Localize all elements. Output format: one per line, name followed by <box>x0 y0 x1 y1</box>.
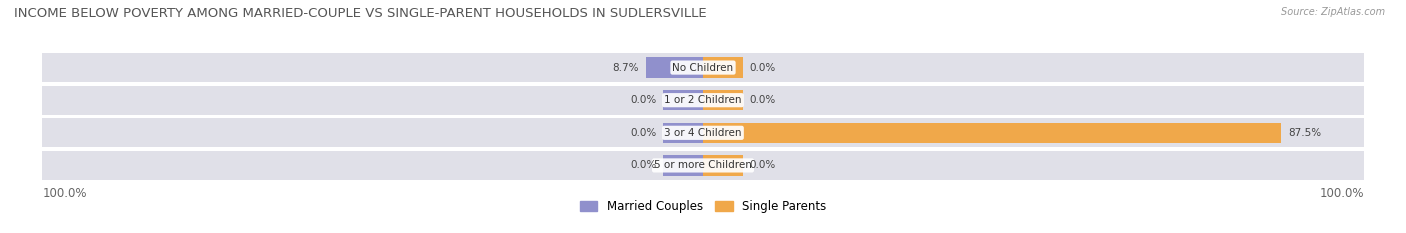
Bar <box>42 53 703 82</box>
Legend: Married Couples, Single Parents: Married Couples, Single Parents <box>575 195 831 218</box>
Bar <box>645 58 703 78</box>
Bar <box>664 123 703 143</box>
Bar <box>703 90 742 110</box>
Text: 100.0%: 100.0% <box>1319 187 1364 200</box>
Bar <box>703 155 742 175</box>
Bar <box>42 151 703 180</box>
Text: 0.0%: 0.0% <box>630 161 657 170</box>
Text: Source: ZipAtlas.com: Source: ZipAtlas.com <box>1281 7 1385 17</box>
Bar <box>703 123 1281 143</box>
Bar <box>703 151 1364 180</box>
Bar <box>42 118 703 147</box>
Bar <box>664 155 703 175</box>
Text: 0.0%: 0.0% <box>630 128 657 138</box>
Text: 3 or 4 Children: 3 or 4 Children <box>664 128 742 138</box>
Text: 100.0%: 100.0% <box>42 187 87 200</box>
Bar <box>664 90 703 110</box>
Text: 87.5%: 87.5% <box>1288 128 1322 138</box>
Text: 0.0%: 0.0% <box>749 63 776 72</box>
Text: 0.0%: 0.0% <box>749 161 776 170</box>
Bar <box>703 86 1364 115</box>
Bar <box>703 53 1364 82</box>
Text: 0.0%: 0.0% <box>630 95 657 105</box>
Bar <box>703 118 1364 147</box>
Text: 5 or more Children: 5 or more Children <box>654 161 752 170</box>
Text: INCOME BELOW POVERTY AMONG MARRIED-COUPLE VS SINGLE-PARENT HOUSEHOLDS IN SUDLERS: INCOME BELOW POVERTY AMONG MARRIED-COUPL… <box>14 7 707 20</box>
Text: No Children: No Children <box>672 63 734 72</box>
Text: 0.0%: 0.0% <box>749 95 776 105</box>
Bar <box>42 86 703 115</box>
Bar <box>703 58 742 78</box>
Text: 8.7%: 8.7% <box>613 63 638 72</box>
Text: 1 or 2 Children: 1 or 2 Children <box>664 95 742 105</box>
